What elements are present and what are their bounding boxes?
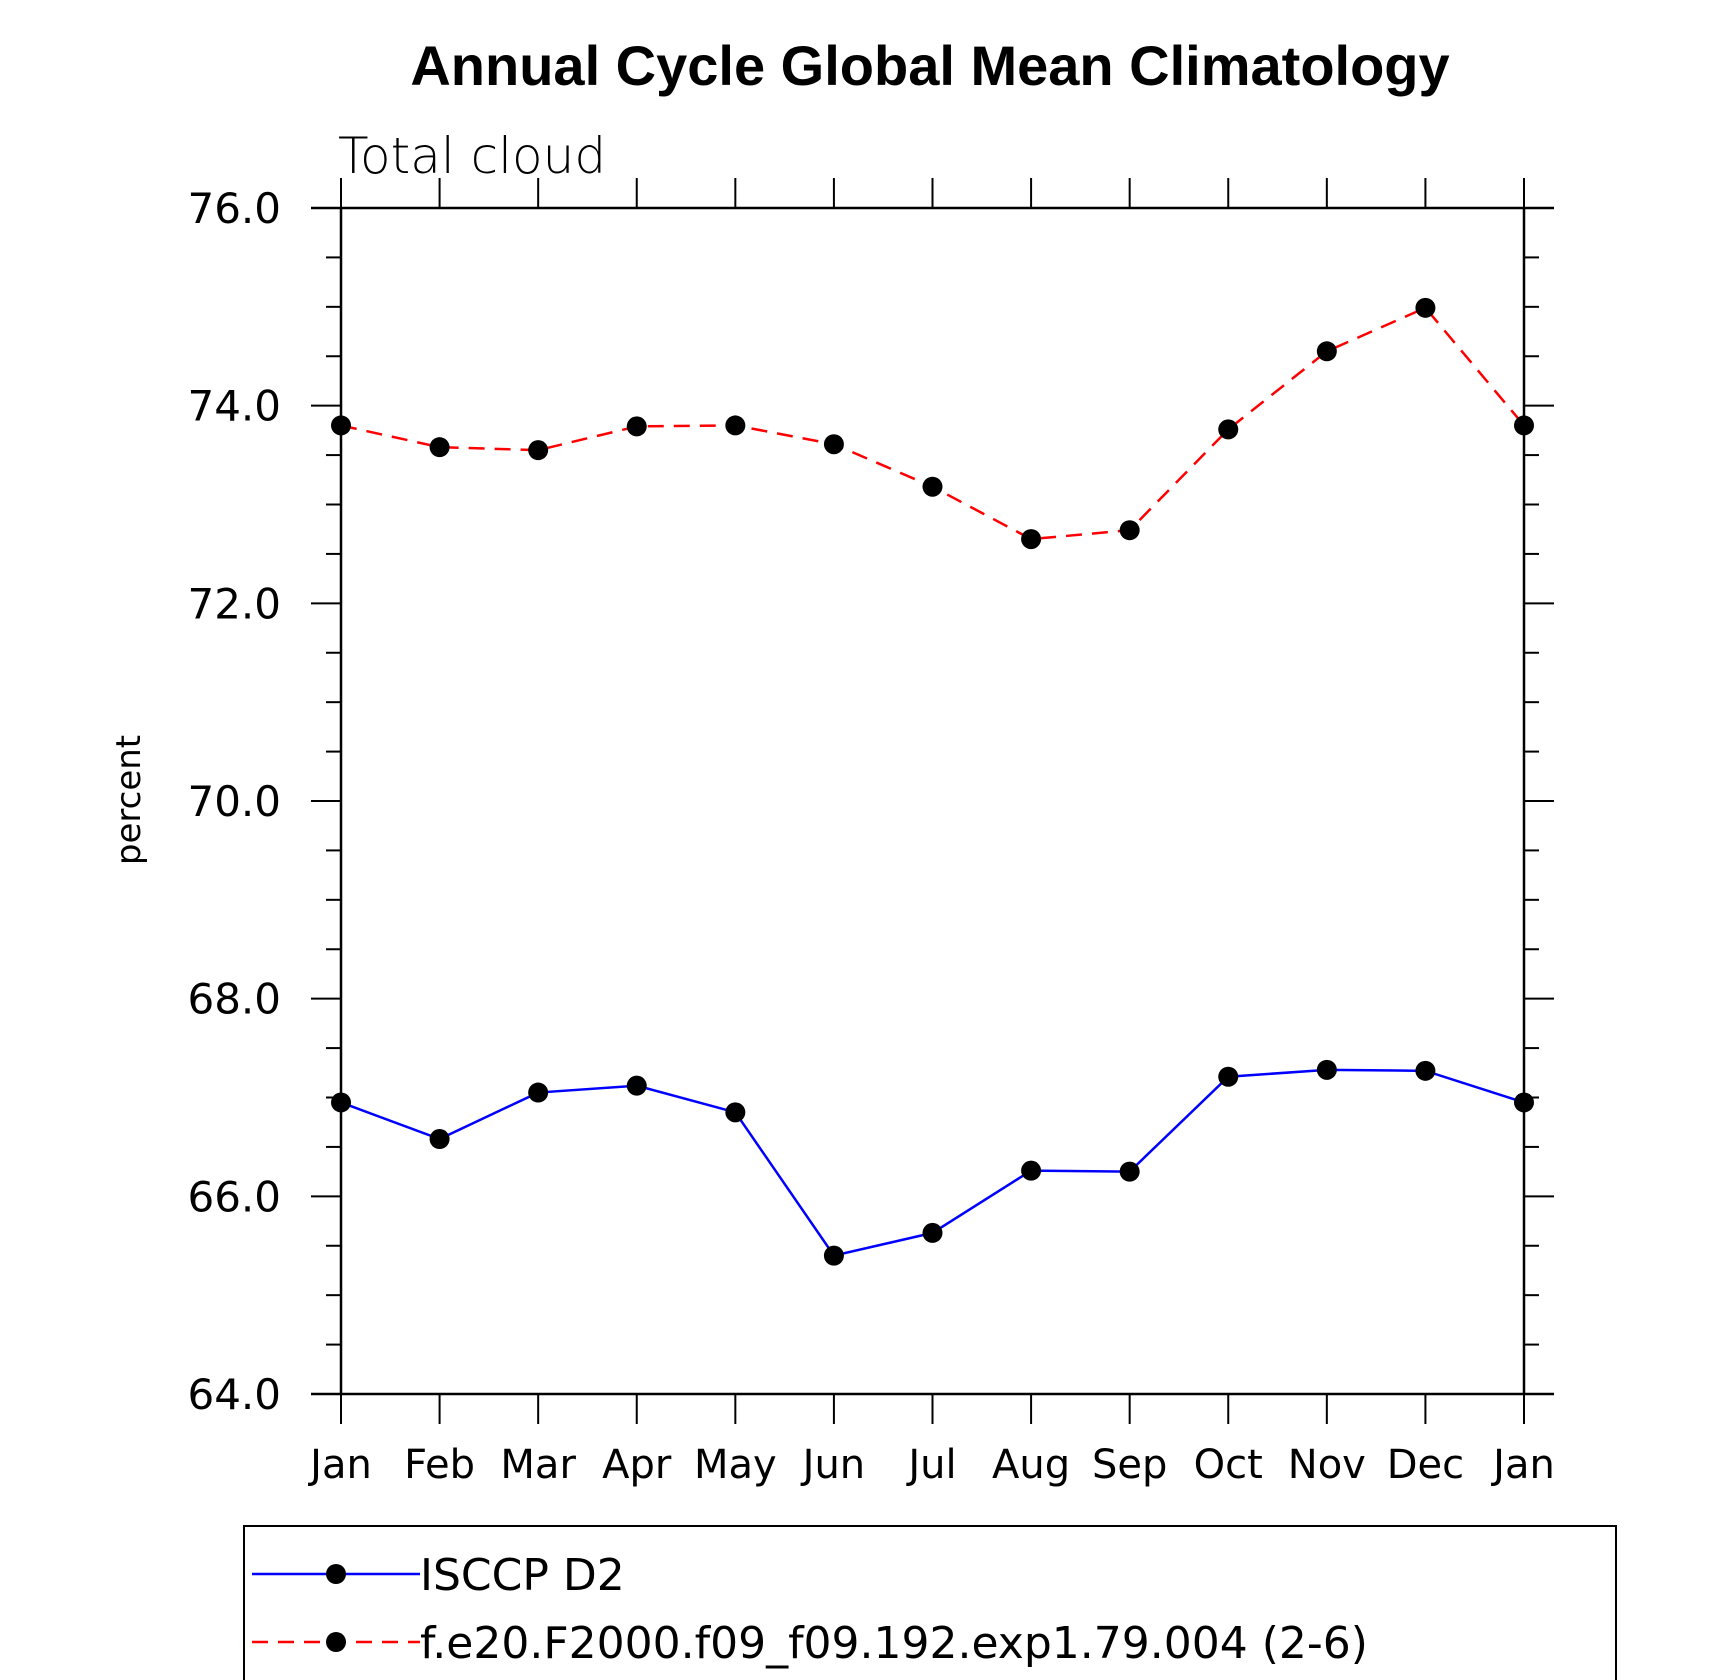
x-tick-label: May: [694, 1442, 777, 1488]
x-tick-label: Dec: [1387, 1442, 1464, 1488]
data-point-series-1: [1415, 297, 1436, 318]
x-tick-label: Mar: [500, 1442, 576, 1488]
data-point-series-0: [528, 1082, 549, 1103]
y-tick-label: 64.0: [187, 1370, 281, 1419]
y-axis-label: percent: [109, 735, 149, 865]
data-point-series-0: [1119, 1161, 1140, 1182]
chart-title: Annual Cycle Global Mean Climatology: [410, 34, 1449, 97]
y-axis: 64.0 66.0 68.0 70.0 72.0 74.0 76.0: [187, 184, 1554, 1419]
x-tick-label: Jun: [800, 1442, 866, 1488]
y-tick-label: 70.0: [187, 777, 281, 826]
x-tick-label: Jul: [905, 1442, 956, 1488]
x-tick-label: Jan: [307, 1442, 372, 1488]
data-point-series-1: [922, 476, 943, 497]
data-point-series-1: [725, 415, 746, 436]
data-point-series-0: [823, 1245, 844, 1266]
y-tick-label: 72.0: [187, 579, 281, 628]
series-line-1: [340, 306, 1525, 541]
x-axis: Jan Feb Mar Apr May Jun Jul Aug Sep Oct Nov Dec Jan: [307, 178, 1555, 1488]
legend-marker-model: [326, 1632, 346, 1652]
legend-box: [243, 1525, 1617, 1680]
data-point-series-0: [331, 1092, 351, 1113]
chart-subtitle: Total cloud: [338, 127, 606, 185]
data-point-series-1: [429, 437, 450, 458]
data-point-series-0: [429, 1129, 450, 1150]
data-point-series-1: [1514, 415, 1534, 436]
plot-frame: [311, 206, 1554, 1396]
data-point-series-1: [823, 434, 844, 455]
legend-label-isccp: ISCCP D2: [420, 1550, 625, 1601]
data-point-series-0: [922, 1222, 943, 1243]
data-point-series-0: [626, 1075, 647, 1096]
x-tick-label: Nov: [1288, 1442, 1366, 1488]
data-point-series-1: [1316, 341, 1337, 362]
data-point-series-0: [1415, 1060, 1436, 1081]
x-tick-label: Jan: [1490, 1442, 1555, 1488]
data-point-series-0: [1514, 1092, 1534, 1113]
data-point-series-0: [1316, 1059, 1337, 1080]
data-point-series-1: [626, 416, 647, 437]
data-point-series-1: [1218, 419, 1239, 440]
data-point-series-0: [1021, 1160, 1042, 1181]
y-tick-label: 66.0: [187, 1172, 281, 1221]
x-tick-label: Feb: [404, 1442, 475, 1488]
x-tick-label: Oct: [1194, 1442, 1263, 1488]
x-tick-label: Apr: [602, 1442, 672, 1488]
legend-marker-isccp: [326, 1564, 346, 1584]
data-point-series-1: [528, 440, 549, 461]
data-point-series-1: [1119, 520, 1140, 541]
legend-label-model: f.e20.F2000.f09_f09.192.exp1.79.004 (2-6…: [420, 1618, 1368, 1669]
y-tick-label: 74.0: [187, 382, 281, 431]
x-tick-label: Sep: [1092, 1442, 1167, 1488]
data-point-series-1: [331, 415, 351, 436]
x-tick-label: Aug: [992, 1442, 1070, 1488]
data-point-series-0: [725, 1102, 746, 1123]
data-point-series-1: [1021, 529, 1042, 550]
series-layer: [331, 297, 1534, 1266]
y-tick-label: 68.0: [187, 975, 281, 1024]
legend: ISCCP D2 f.e20.F2000.f09_f09.192.exp1.79…: [243, 1525, 1617, 1680]
data-point-series-0: [1218, 1066, 1239, 1087]
y-tick-label: 76.0: [187, 184, 281, 233]
